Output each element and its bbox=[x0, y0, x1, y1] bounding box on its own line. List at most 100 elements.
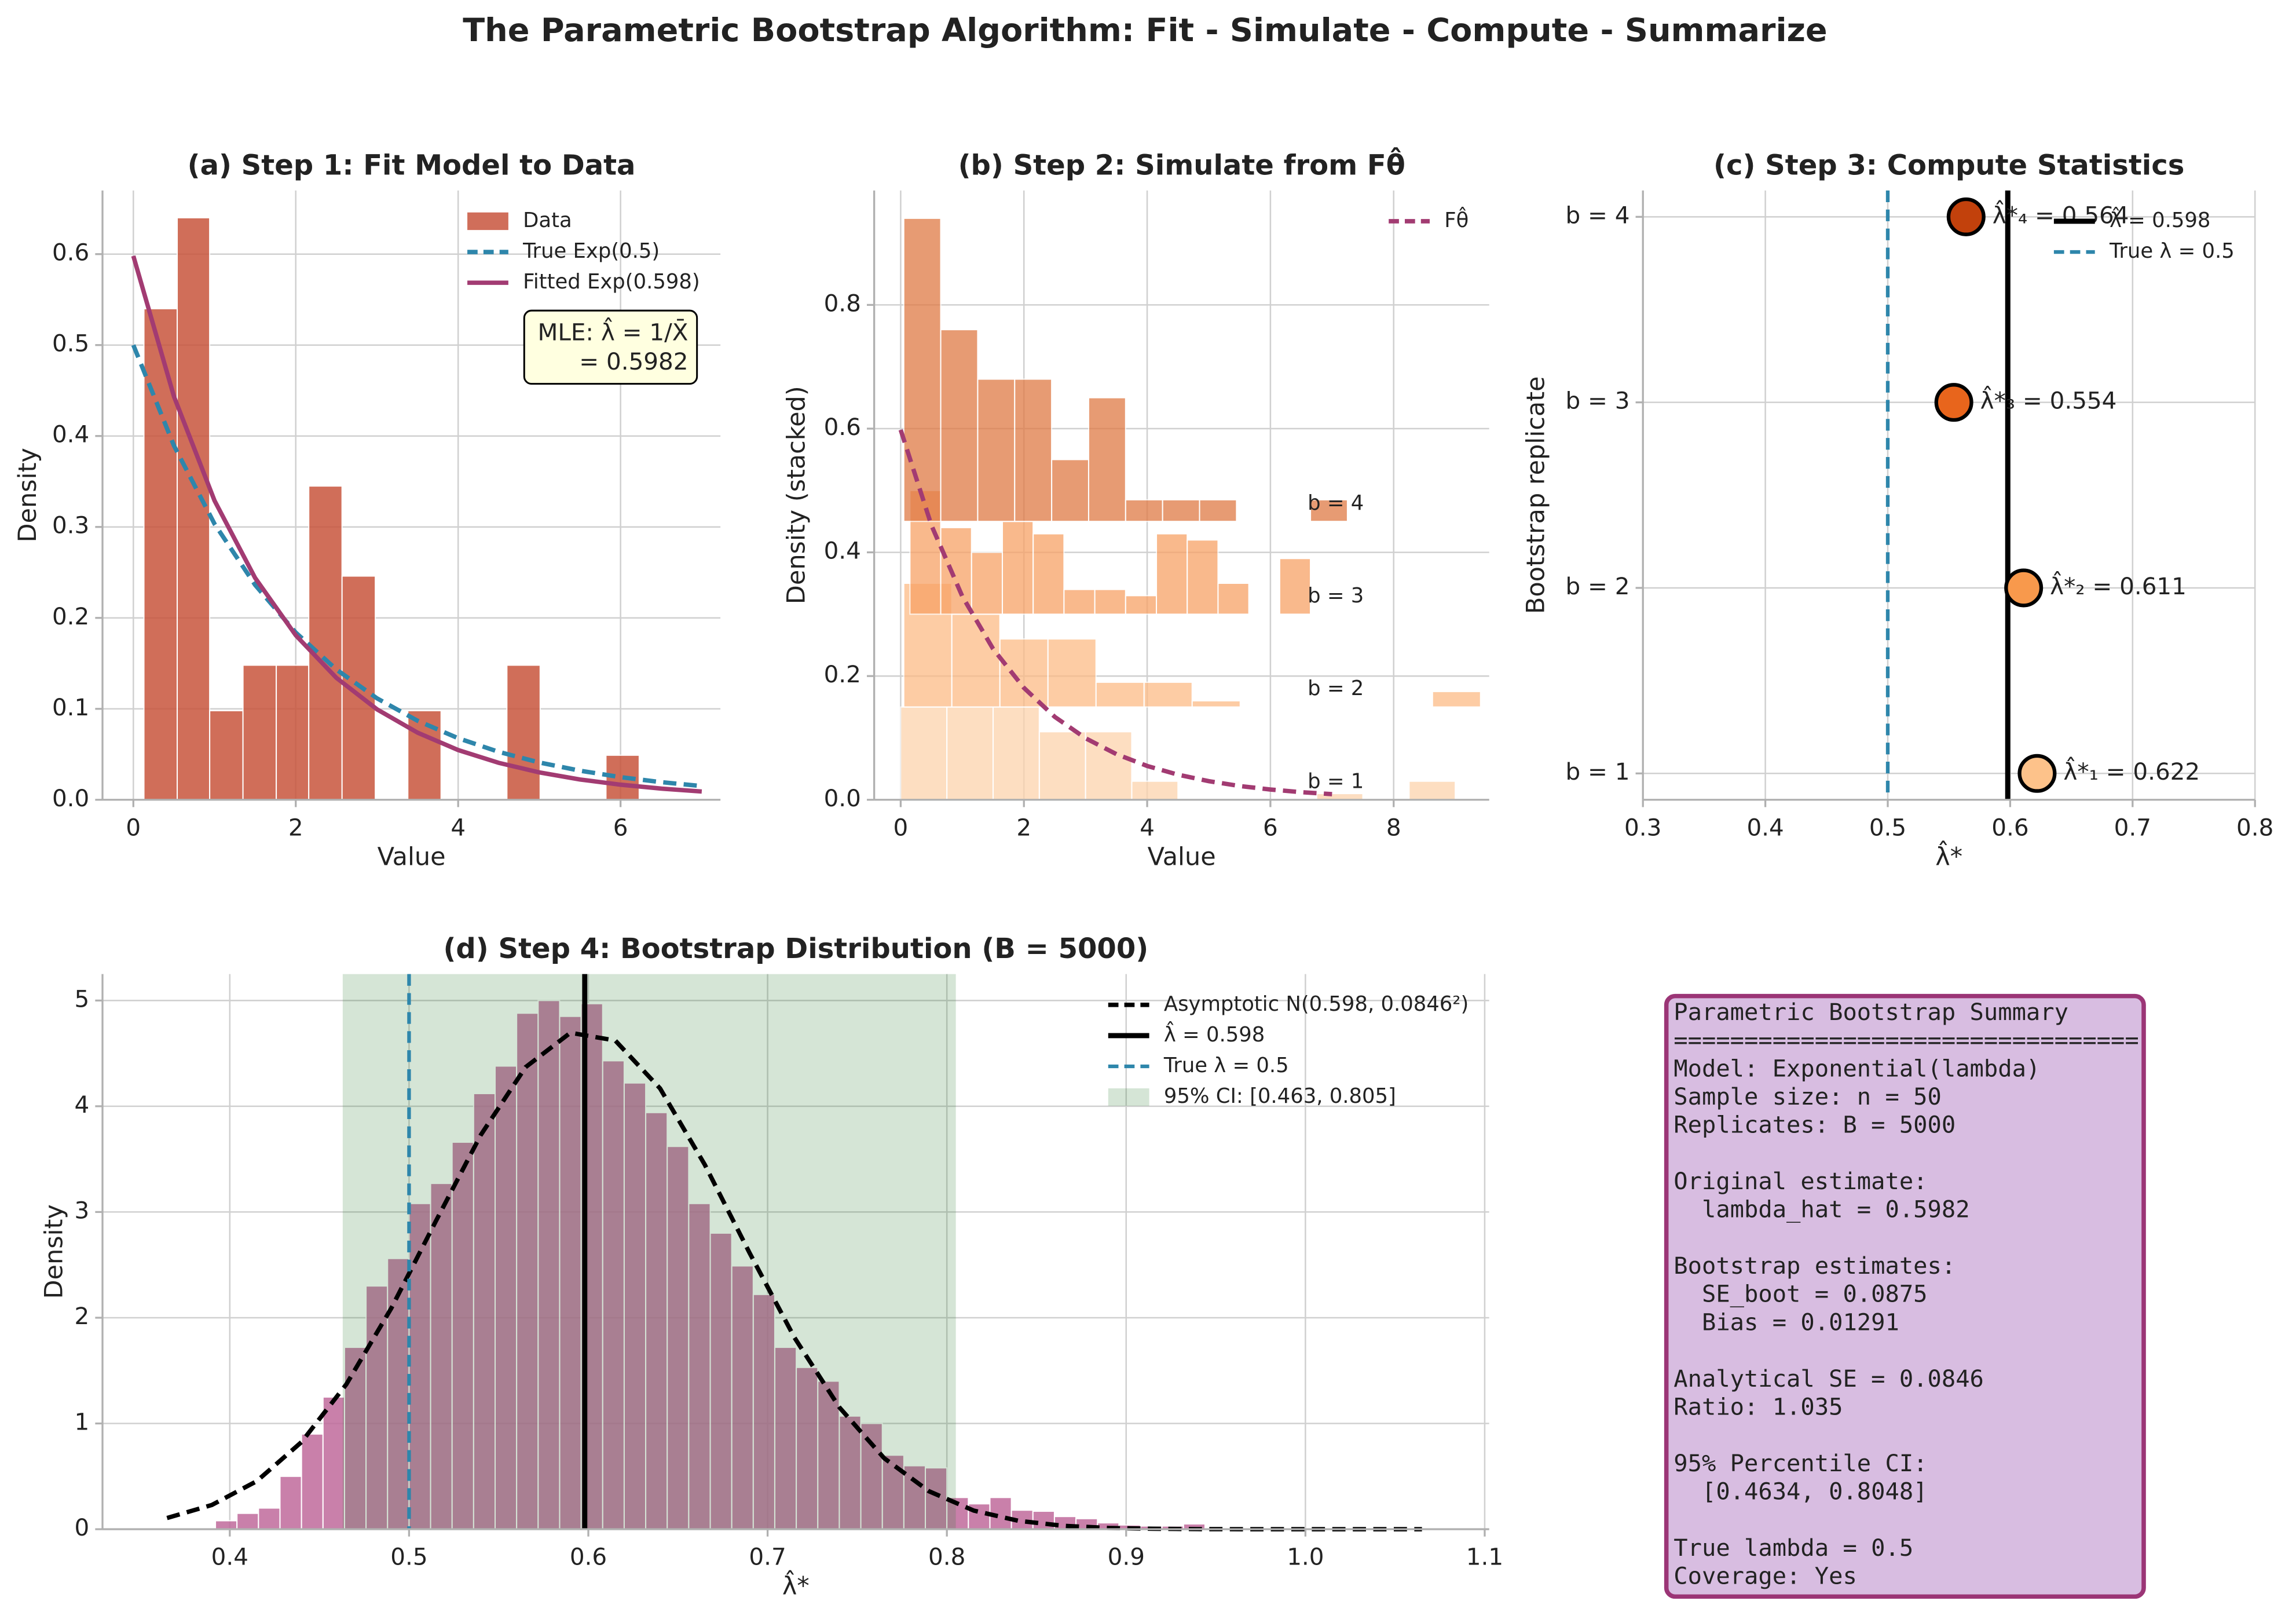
panel-title: (c) Step 3: Compute Statistics bbox=[1713, 149, 2184, 181]
series-label: b = 3 bbox=[1308, 584, 1364, 608]
histogram-bar bbox=[1279, 558, 1312, 615]
histogram-bar bbox=[1087, 397, 1126, 522]
histogram-bar bbox=[322, 1396, 345, 1530]
histogram-bar bbox=[817, 1380, 840, 1530]
summary-line: ================================= bbox=[1674, 1026, 2138, 1054]
x-tick-label: 0.6 bbox=[570, 1543, 607, 1571]
y-tick-label: 0.0 bbox=[52, 784, 89, 812]
histogram-bar bbox=[999, 638, 1049, 708]
panel-title: (d) Step 4: Bootstrap Distribution (B = … bbox=[443, 933, 1148, 965]
y-tick-label: b = 4 bbox=[1565, 201, 1629, 229]
summary-line: SE_boot = 0.0875 bbox=[1674, 1280, 1927, 1308]
point-label: λ̂*₄ = 0.564 bbox=[1993, 200, 2129, 229]
histogram-bar bbox=[731, 1265, 754, 1530]
legend-label: True λ = 0.5 bbox=[2109, 239, 2235, 263]
legend-label: True Exp(0.5) bbox=[522, 239, 660, 263]
histogram-bar bbox=[1310, 499, 1348, 522]
x-tick-label: 1.1 bbox=[1466, 1543, 1503, 1571]
density-curve bbox=[131, 344, 702, 788]
histogram-bar bbox=[1125, 499, 1163, 522]
annotation-text: = 0.5982 bbox=[579, 348, 688, 375]
histogram-bar bbox=[1095, 681, 1145, 708]
x-tick-label: 4 bbox=[451, 813, 466, 841]
summary-line: lambda_hat = 0.5982 bbox=[1674, 1196, 1969, 1223]
histogram-bar bbox=[1032, 533, 1065, 615]
histogram-bar bbox=[1063, 588, 1096, 615]
histogram-bar bbox=[258, 1507, 281, 1530]
histogram-bar bbox=[1217, 582, 1250, 615]
figure-title: The Parametric Bootstrap Algorithm: Fit … bbox=[463, 12, 1827, 49]
histogram-bar bbox=[1125, 595, 1158, 615]
summary-line: Replicates: B = 5000 bbox=[1674, 1111, 1956, 1139]
y-tick-label: 5 bbox=[75, 985, 90, 1012]
histogram-bar bbox=[1431, 690, 1481, 708]
histogram-bar bbox=[903, 217, 942, 522]
summary-line: Model: Exponential(lambda) bbox=[1674, 1054, 2040, 1082]
histogram-bar bbox=[279, 1475, 302, 1530]
replicate-point bbox=[2017, 754, 2057, 793]
y-axis-label: Density bbox=[40, 1204, 69, 1299]
histogram-bar bbox=[1143, 681, 1193, 708]
y-tick-label: 0.1 bbox=[52, 693, 89, 721]
panel-title: (b) Step 2: Simulate from Fθ̂ bbox=[958, 147, 1405, 182]
y-tick-label: 4 bbox=[75, 1091, 90, 1118]
y-tick-label: 0.8 bbox=[824, 289, 861, 317]
histogram-bar bbox=[709, 1232, 733, 1530]
x-tick-label: 0 bbox=[126, 813, 141, 841]
annotation-text: MLE: λ̂ = 1/X̄ bbox=[537, 317, 688, 346]
summary-line: Parametric Bootstrap Summary bbox=[1674, 998, 2068, 1026]
replicate-point bbox=[2004, 568, 2044, 608]
legend: Data True Exp(0.5) Fitted Exp(0.598) bbox=[467, 209, 700, 294]
legend: λ̂ = 0.598 True λ = 0.5 bbox=[2053, 206, 2235, 263]
histogram-bar bbox=[1001, 521, 1034, 615]
point-label: λ̂*₁ = 0.622 bbox=[2063, 756, 2200, 785]
y-tick-label: 3 bbox=[75, 1196, 90, 1224]
x-tick-label: 0.8 bbox=[928, 1543, 965, 1571]
legend: Fθ̂ bbox=[1389, 206, 1469, 232]
histogram-bar bbox=[1047, 638, 1097, 708]
y-tick-label: b = 2 bbox=[1565, 572, 1629, 600]
histogram-bar bbox=[301, 1433, 324, 1530]
histogram-bar bbox=[796, 1366, 819, 1530]
histogram-bar bbox=[940, 527, 972, 615]
histogram-bar bbox=[407, 710, 442, 800]
y-tick-label: 0.3 bbox=[52, 511, 89, 539]
legend: Asymptotic N(0.598, 0.0846²) λ̂ = 0.598 Tr… bbox=[1108, 992, 1469, 1108]
histogram-bar bbox=[1187, 539, 1219, 615]
histogram-bar bbox=[387, 1258, 410, 1530]
y-tick-label: 0.2 bbox=[52, 602, 89, 630]
x-tick-label: 0.5 bbox=[1869, 813, 1906, 841]
x-axis-label: Value bbox=[378, 842, 446, 871]
y-tick-label: 0.5 bbox=[52, 330, 89, 357]
histogram-bar bbox=[1038, 731, 1086, 800]
histogram-bar bbox=[900, 706, 948, 800]
histogram-bar bbox=[971, 551, 1003, 615]
legend-swatch bbox=[1108, 1088, 1149, 1106]
legend-label: True λ = 0.5 bbox=[1163, 1054, 1289, 1077]
histogram-bar bbox=[951, 613, 1001, 708]
histogram-bar bbox=[977, 378, 1016, 522]
histogram-bar bbox=[408, 1202, 431, 1530]
legend-label: Asymptotic N(0.598, 0.0846²) bbox=[1164, 992, 1469, 1016]
x-tick-label: 6 bbox=[1263, 813, 1278, 841]
ci-band bbox=[342, 974, 956, 1530]
y-tick-label: 0.2 bbox=[824, 660, 861, 688]
y-tick-label: 0.6 bbox=[824, 413, 861, 441]
series-label: b = 1 bbox=[1308, 769, 1364, 793]
density-curve bbox=[131, 255, 702, 794]
histogram-bar bbox=[242, 664, 277, 800]
y-tick-label: 0.4 bbox=[52, 421, 89, 448]
x-tick-label: 0.7 bbox=[2114, 813, 2151, 841]
histogram-bar bbox=[993, 706, 1040, 800]
histogram-bar bbox=[430, 1183, 453, 1530]
histogram-bar bbox=[752, 1293, 775, 1530]
summary-line: True lambda = 0.5 bbox=[1674, 1534, 1913, 1562]
histogram-bar bbox=[1408, 780, 1456, 800]
y-tick-label: 1 bbox=[75, 1408, 90, 1436]
legend-label: Fθ̂ bbox=[1444, 206, 1469, 232]
y-tick-label: 0.0 bbox=[824, 784, 861, 812]
histogram-bar bbox=[1199, 499, 1237, 522]
point-label: λ̂*₃ = 0.554 bbox=[1980, 385, 2117, 414]
legend-label: λ̂ = 0.598 bbox=[2110, 206, 2210, 232]
